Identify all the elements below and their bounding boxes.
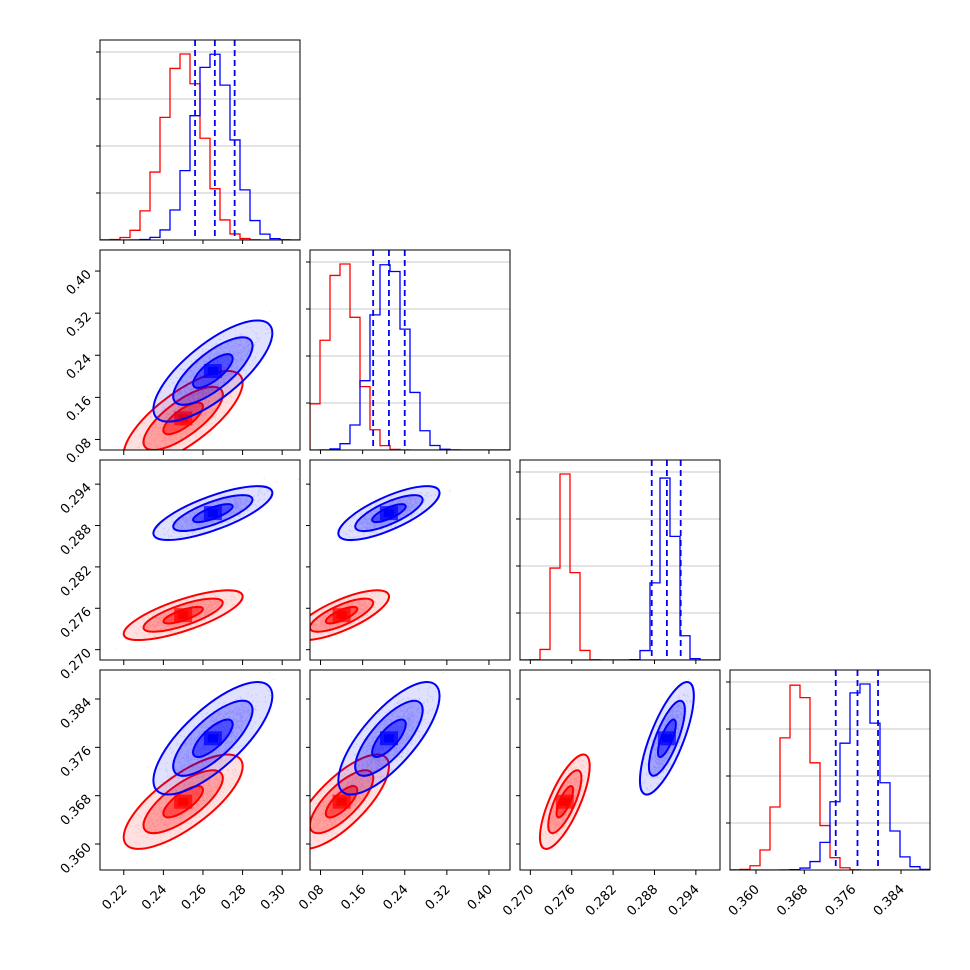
y-tick-label: 0.384	[58, 695, 95, 732]
x-tick-label: 0.08	[296, 882, 327, 913]
histogram-red	[310, 263, 510, 450]
histogram-blue	[100, 53, 300, 240]
panel-frame	[99, 459, 301, 661]
x-tick-label: 0.32	[423, 882, 454, 913]
panel-frame	[309, 669, 511, 871]
x-tick-label: 0.276	[542, 882, 579, 919]
hist-panel-2	[516, 459, 721, 664]
y-tick-label: 0.360	[58, 840, 95, 877]
y-tick-label: 0.376	[58, 744, 95, 781]
density-core	[661, 734, 672, 743]
x-tick-label: 0.28	[218, 882, 249, 913]
y-tick-label: 0.294	[58, 480, 95, 517]
y-tick-label: 0.16	[64, 394, 95, 425]
panel-3-0	[99, 669, 301, 871]
x-tick-label: 0.376	[823, 882, 860, 919]
hist-panel-1	[306, 249, 511, 454]
density-core	[207, 367, 218, 376]
panel-1-0	[99, 249, 301, 451]
scatter-red	[130, 365, 247, 450]
y-tick-label: 0.32	[64, 309, 95, 340]
y-tick-label: 0.270	[58, 646, 95, 683]
x-tick-label: 0.368	[774, 882, 811, 919]
x-tick-label: 0.16	[338, 882, 369, 913]
panel-frame	[729, 669, 931, 871]
density-core	[207, 509, 218, 518]
scatter-dots	[138, 311, 273, 425]
density-core	[336, 797, 347, 806]
density-core	[559, 797, 570, 806]
panel-frame	[309, 249, 511, 451]
panel-frame	[99, 39, 301, 241]
y-tick-label: 0.08	[64, 436, 95, 467]
x-tick-label: 0.26	[179, 882, 210, 913]
histogram-blue	[520, 477, 720, 660]
panel-frame	[519, 459, 721, 661]
panel-2-0	[99, 459, 301, 661]
x-tick-label: 0.30	[258, 882, 289, 913]
panel-frame	[99, 249, 301, 451]
x-tick-label: 0.22	[100, 882, 131, 913]
density-core	[207, 734, 218, 743]
density-core	[178, 797, 189, 806]
panel-3-2	[519, 669, 721, 871]
hist-panel-3	[726, 669, 931, 874]
x-tick-label: 0.24	[139, 882, 170, 913]
panel-frame	[99, 669, 301, 871]
y-tick-label: 0.368	[58, 792, 95, 829]
y-tick-label: 0.40	[64, 267, 95, 298]
x-tick-label: 0.294	[666, 882, 703, 919]
x-tick-label: 0.40	[465, 882, 496, 913]
x-tick-label: 0.360	[726, 882, 763, 919]
histogram-blue	[310, 264, 510, 450]
y-tick-label: 0.24	[64, 351, 95, 382]
y-tick-label: 0.282	[58, 563, 95, 600]
scatter-dots	[310, 748, 395, 864]
histogram-red	[520, 473, 720, 660]
panel-frame	[519, 669, 721, 871]
x-tick-label: 0.288	[624, 882, 661, 919]
panel-3-1	[309, 669, 511, 871]
x-tick-label: 0.282	[583, 882, 620, 919]
scatter-dots	[156, 478, 299, 541]
y-tick-label: 0.276	[58, 604, 95, 641]
scatter-dots	[130, 365, 247, 450]
scatter-red	[310, 748, 395, 864]
scatter-blue	[156, 478, 299, 541]
panel-frame	[309, 459, 511, 661]
panel-2-1	[309, 459, 511, 661]
y-tick-label: 0.288	[58, 522, 95, 559]
scatter-blue	[138, 311, 273, 425]
hist-panel-0	[96, 39, 301, 244]
density-core	[336, 611, 347, 620]
density-core	[383, 734, 394, 743]
histogram-blue	[730, 683, 930, 870]
density-core	[178, 611, 189, 620]
x-tick-label: 0.270	[500, 882, 537, 919]
x-tick-label: 0.24	[380, 882, 411, 913]
x-tick-label: 0.384	[871, 882, 908, 919]
density-core	[383, 509, 394, 518]
